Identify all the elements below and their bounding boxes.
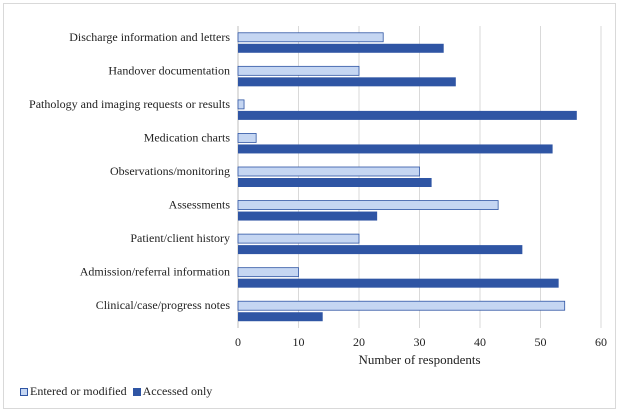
legend-swatch-accessed — [132, 387, 141, 396]
category-label: Handover documentation — [108, 63, 230, 77]
bar-accessed-only — [238, 178, 432, 187]
legend-item-entered: Entered or modified — [20, 384, 127, 399]
category-label: Patient/client history — [130, 231, 230, 245]
bar-entered-or-modified — [237, 200, 499, 210]
x-axis-title: Number of respondents — [358, 352, 480, 367]
bar-entered-or-modified — [237, 233, 360, 244]
bar-entered-or-modified — [237, 267, 299, 278]
legend-label-entered: Entered or modified — [30, 384, 127, 398]
bar-accessed-only — [238, 245, 523, 255]
bar-accessed-only — [238, 278, 559, 288]
bar-entered-or-modified — [237, 166, 420, 177]
category-label: Medication charts — [144, 130, 231, 144]
x-tick-label: 40 — [474, 335, 486, 349]
bar-entered-or-modified — [237, 65, 360, 76]
bar-accessed-only — [238, 144, 553, 154]
category-label: Admission/referral information — [80, 265, 230, 279]
bar-accessed-only — [238, 211, 378, 221]
bar-entered-or-modified — [237, 133, 257, 143]
category-label: Observations/monitoring — [110, 164, 230, 178]
category-label: Assessments — [169, 198, 231, 212]
x-tick-label: 60 — [595, 335, 607, 349]
x-tick-label: 0 — [235, 335, 241, 349]
bar-accessed-only — [238, 312, 323, 322]
bar-accessed-only — [238, 110, 577, 120]
x-tick-label: 10 — [293, 335, 305, 349]
category-label: Pathology and imaging requests or result… — [29, 97, 230, 111]
x-tick-label: 30 — [414, 335, 426, 349]
x-tick-label: 20 — [353, 335, 365, 349]
category-label: Discharge information and letters — [69, 30, 230, 44]
bar-entered-or-modified — [237, 99, 245, 110]
bar-entered-or-modified — [237, 32, 384, 43]
legend: Entered or modified Accessed only — [20, 384, 218, 399]
category-label: Clinical/case/progress notes — [96, 298, 231, 312]
legend-swatch-entered — [20, 387, 28, 396]
legend-label-accessed: Accessed only — [142, 384, 213, 398]
legend-item-accessed: Accessed only — [132, 384, 213, 399]
bar-accessed-only — [238, 77, 456, 87]
x-tick-label: 50 — [535, 335, 547, 349]
bar-accessed-only — [238, 43, 444, 53]
bar-entered-or-modified — [237, 300, 566, 311]
